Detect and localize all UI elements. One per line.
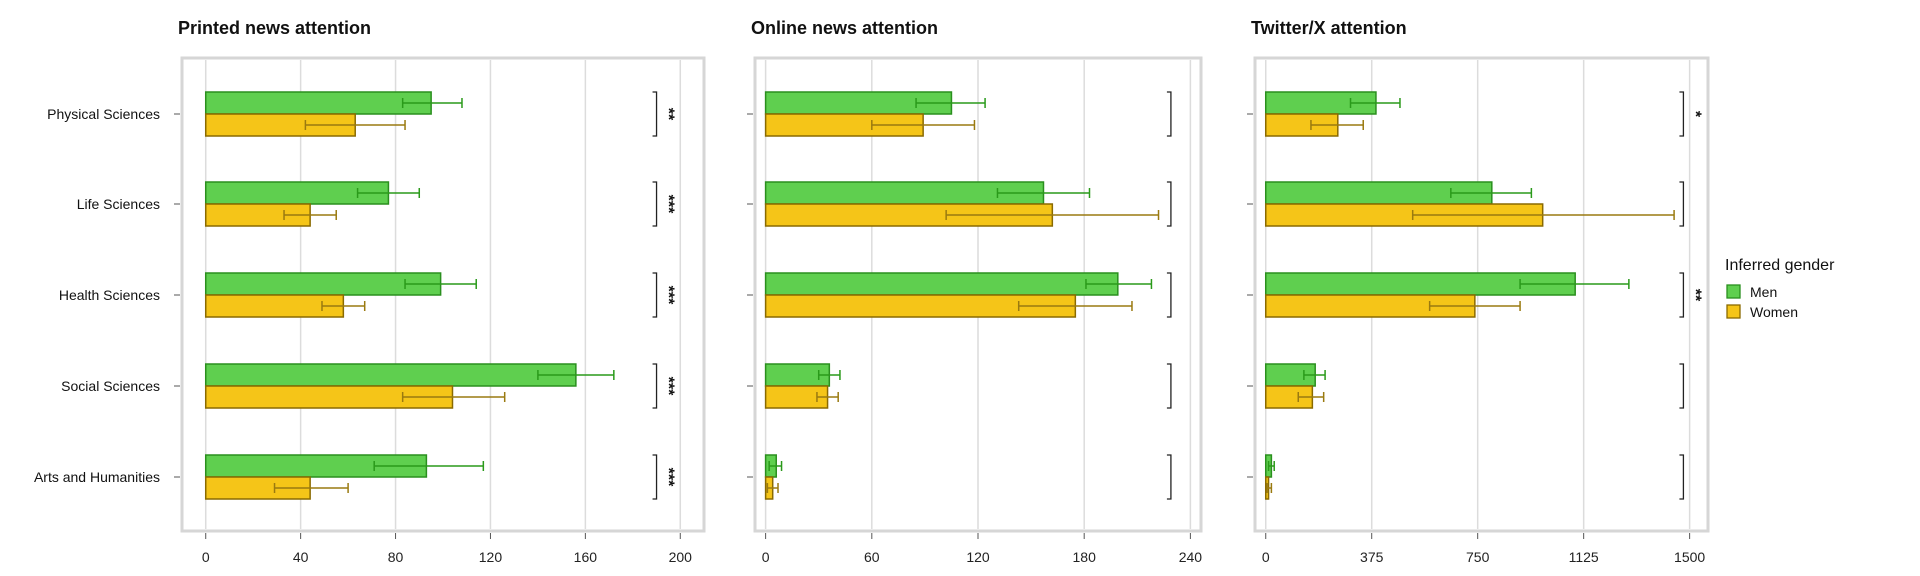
- significance-label: ***: [660, 286, 677, 305]
- bar-men: [204, 91, 432, 115]
- x-tick-label: 180: [1073, 549, 1097, 565]
- x-tick-label: 240: [1179, 549, 1203, 565]
- significance-bracket: [1679, 181, 1685, 227]
- x-tick-label: 160: [574, 549, 598, 565]
- significance-bracket: [652, 363, 658, 409]
- x-tick-label: 60: [864, 549, 880, 565]
- significance-label: **: [660, 108, 677, 121]
- x-tick-label: 1125: [1569, 549, 1599, 565]
- bar-men: [764, 272, 1119, 296]
- significance-bracket: [1679, 91, 1685, 137]
- significance-bracket: [1679, 454, 1685, 500]
- x-tick-label: 1500: [1674, 549, 1705, 565]
- panel-title: Online news attention: [751, 18, 938, 38]
- x-tick-label: 120: [479, 549, 503, 565]
- significance-bracket: [1166, 272, 1172, 318]
- panel-title: Twitter/X attention: [1251, 18, 1407, 38]
- category-label: Life Sciences: [77, 196, 160, 212]
- significance-label: ***: [660, 195, 677, 214]
- x-tick-label: 0: [1262, 549, 1270, 565]
- category-label: Arts and Humanities: [34, 469, 160, 485]
- x-tick-label: 0: [202, 549, 210, 565]
- x-tick-label: 40: [293, 549, 309, 565]
- legend-swatch-men: [1726, 284, 1741, 299]
- legend-label: Women: [1750, 304, 1798, 320]
- significance-bracket: [652, 454, 658, 500]
- significance-bracket: [652, 91, 658, 137]
- category-label: Physical Sciences: [47, 106, 160, 122]
- legend-label: Men: [1750, 284, 1777, 300]
- panel-2: Online news attention 0 60 120 180 240: [747, 18, 1203, 565]
- significance-bracket: [1679, 272, 1685, 318]
- panel-title: Printed news attention: [178, 18, 371, 38]
- legend-swatch-women: [1726, 304, 1741, 319]
- category-label: Health Sciences: [59, 287, 160, 303]
- x-tick-label: 750: [1466, 549, 1490, 565]
- x-tick-label: 200: [669, 549, 693, 565]
- x-tick-label: 80: [388, 549, 404, 565]
- significance-bracket: [1166, 91, 1172, 137]
- significance-label: ***: [660, 377, 677, 396]
- significance-label: *: [1686, 111, 1703, 118]
- category-label: Social Sciences: [61, 378, 160, 394]
- bar-men: [204, 363, 577, 387]
- significance-bracket: [1166, 454, 1172, 500]
- x-tick-label: 375: [1360, 549, 1384, 565]
- legend: Inferred gender Men Women: [1725, 257, 1835, 320]
- significance-label: ***: [660, 468, 677, 487]
- x-tick-label: 0: [762, 549, 770, 565]
- significance-bracket: [652, 272, 658, 318]
- legend-title: Inferred gender: [1725, 257, 1835, 274]
- significance-bracket: [1166, 363, 1172, 409]
- significance-bracket: [1679, 363, 1685, 409]
- significance-bracket: [1166, 181, 1172, 227]
- significance-bracket: [652, 181, 658, 227]
- significance-label: **: [1686, 289, 1703, 302]
- x-tick-label: 120: [966, 549, 990, 565]
